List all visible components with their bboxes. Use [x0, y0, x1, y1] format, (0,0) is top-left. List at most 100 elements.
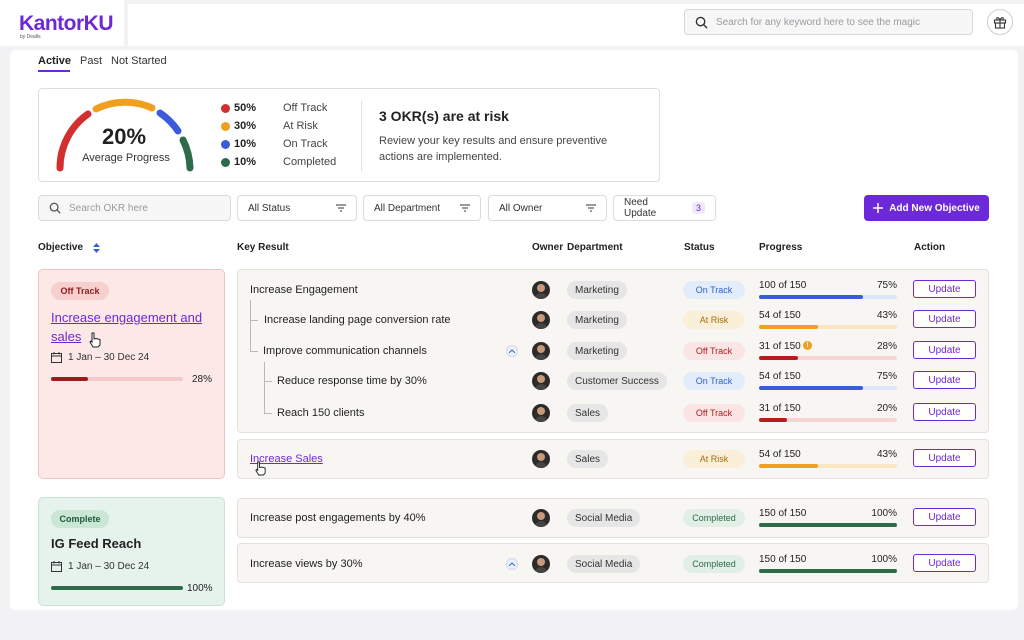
progress-text: 31 of 150	[759, 341, 801, 352]
tab-past[interactable]: Past	[80, 55, 103, 67]
plus-icon	[873, 203, 884, 213]
warning-icon[interactable]: !	[803, 341, 812, 350]
sort-icon[interactable]	[93, 243, 100, 253]
update-button[interactable]: Update	[913, 449, 976, 467]
search-icon	[49, 202, 61, 214]
risk-description: Review your key results and ensure preve…	[379, 135, 608, 163]
key-result-title: Reduce response time by 30%	[277, 375, 427, 387]
department-badge: Social Media	[567, 555, 641, 573]
need-update-count: 3	[691, 202, 705, 214]
add-new-objective-button[interactable]: Add New Objective	[864, 195, 989, 221]
owner-avatar[interactable]	[532, 281, 550, 299]
update-button[interactable]: Update	[913, 508, 976, 526]
progress-text: 100 of 150	[759, 280, 807, 291]
legend-label-off-track: Off Track	[283, 102, 328, 114]
status-filter[interactable]: All Status	[237, 195, 357, 221]
column-objective[interactable]: Objective	[38, 242, 84, 253]
owner-avatar[interactable]	[532, 509, 550, 527]
progress-fill	[759, 418, 787, 422]
filter-icon	[336, 204, 346, 212]
progress-text: 54 of 150	[759, 310, 801, 321]
update-button[interactable]: Update	[913, 371, 976, 389]
progress-text: 150 of 150	[759, 554, 807, 565]
owner-avatar[interactable]	[532, 372, 550, 390]
need-update-filter[interactable]: Need Update 3	[613, 195, 716, 221]
need-update-label: Need Update	[624, 197, 657, 219]
key-result-title[interactable]: Increase Sales	[250, 453, 323, 465]
progress-pct: 100%	[871, 508, 897, 519]
key-result-title: Increase landing page conversion rate	[264, 314, 451, 326]
app-logo[interactable]: KantorKU	[19, 12, 114, 35]
owner-avatar[interactable]	[532, 450, 550, 468]
progress-fill	[759, 569, 897, 573]
owner-filter[interactable]: All Owner	[488, 195, 607, 221]
progress-text: 31 of 150	[759, 403, 801, 414]
chevron-up-icon	[509, 562, 515, 566]
update-button[interactable]: Update	[913, 403, 976, 421]
risk-title: 3 OKR(s) are at risk	[379, 108, 509, 124]
cursor-hand-icon	[89, 332, 101, 348]
update-button[interactable]: Update	[913, 554, 976, 572]
objective-date-text: 1 Jan – 30 Dec 24	[68, 561, 150, 572]
status-badge: At Risk	[683, 450, 745, 468]
collapse-toggle[interactable]	[506, 345, 518, 357]
department-filter-label: All Department	[374, 202, 441, 214]
objective-progress-track	[51, 377, 183, 381]
objective-date-text: 1 Jan – 30 Dec 24	[68, 352, 150, 363]
progress-track	[759, 386, 897, 390]
tree-connector	[264, 381, 272, 382]
update-button[interactable]: Update	[913, 341, 976, 359]
legend-pct-at-risk: 30%	[234, 120, 257, 132]
legend-dot-on-track	[221, 140, 230, 149]
cursor-hand-icon	[255, 461, 266, 476]
average-progress-gauge	[56, 98, 194, 172]
tab-active[interactable]: Active	[38, 55, 72, 67]
gift-icon	[993, 17, 1007, 29]
legend-dot-off-track	[221, 104, 230, 113]
status-badge: On Track	[683, 372, 745, 390]
progress-pct: 43%	[876, 310, 897, 321]
column-status: Status	[684, 242, 715, 253]
tree-connector	[250, 351, 258, 352]
global-search-input[interactable]: Search for any keyword here to see the m…	[684, 9, 973, 35]
progress-text: 54 of 150	[759, 371, 801, 382]
progress-fill	[759, 356, 798, 360]
objective-progress-fill	[51, 586, 183, 590]
department-filter[interactable]: All Department	[363, 195, 481, 221]
status-badge: At Risk	[683, 311, 745, 329]
status-badge: On Track	[683, 281, 745, 299]
filter-icon	[586, 204, 596, 212]
chevron-up-icon	[509, 349, 515, 353]
progress-fill	[759, 325, 818, 329]
column-action: Action	[914, 242, 946, 253]
page-bottom	[0, 610, 1024, 640]
department-badge: Marketing	[567, 342, 627, 360]
update-button[interactable]: Update	[913, 280, 976, 298]
owner-avatar[interactable]	[532, 311, 550, 329]
owner-avatar[interactable]	[532, 342, 550, 360]
tree-connector	[250, 320, 258, 321]
filter-icon	[460, 204, 470, 212]
column-key-result: Key Result	[237, 242, 289, 253]
gift-button[interactable]	[987, 9, 1013, 35]
department-badge: Customer Success	[567, 372, 667, 390]
objective-title[interactable]: IG Feed Reach	[51, 536, 142, 551]
global-search-placeholder: Search for any keyword here to see the m…	[716, 16, 920, 28]
okr-search-input[interactable]: Search OKR here	[38, 195, 231, 221]
owner-avatar[interactable]	[532, 404, 550, 422]
owner-avatar[interactable]	[532, 555, 550, 573]
update-button[interactable]: Update	[913, 310, 976, 328]
legend-label-at-risk: At Risk	[283, 120, 318, 132]
tab-not-started[interactable]: Not Started	[111, 55, 167, 67]
objective-title-link[interactable]: Increase engagement and sales	[51, 310, 203, 344]
average-progress-label: Average Progress	[82, 152, 170, 164]
key-result-title: Reach 150 clients	[277, 407, 365, 419]
progress-pct: 28%	[876, 341, 897, 352]
legend-dot-at-risk	[221, 122, 230, 131]
progress-pct: 20%	[876, 403, 897, 414]
objective-progress-track	[51, 586, 183, 590]
collapse-toggle[interactable]	[506, 558, 518, 570]
objective-status-badge: Complete	[51, 510, 109, 528]
legend-pct-completed: 10%	[234, 156, 257, 168]
column-progress: Progress	[759, 242, 803, 253]
